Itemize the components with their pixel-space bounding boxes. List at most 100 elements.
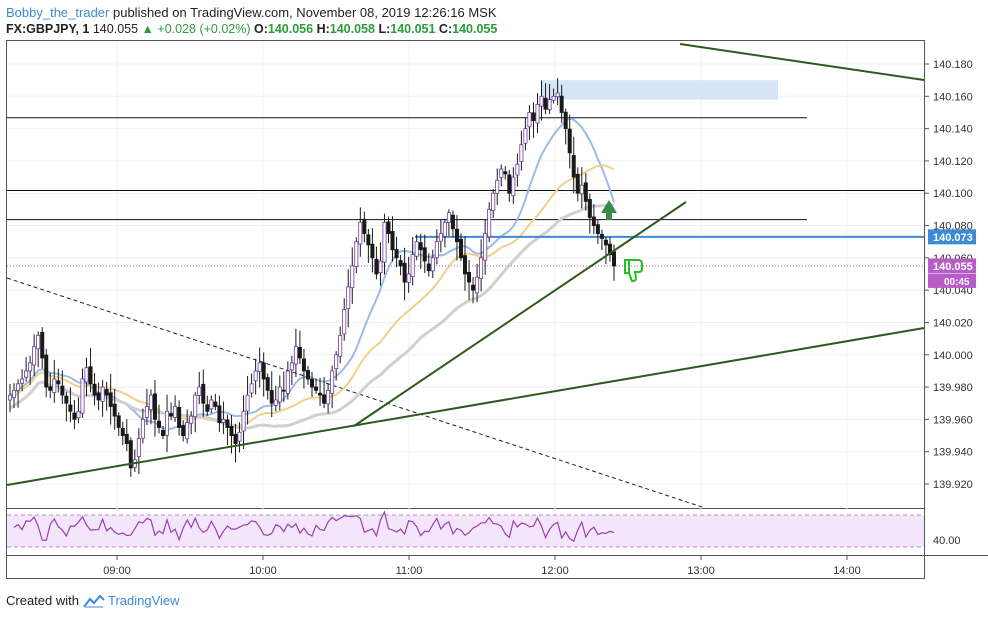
- candle-body: [309, 378, 314, 388]
- candle-body: [350, 265, 355, 289]
- candle-body: [418, 242, 423, 251]
- candle-body: [80, 378, 85, 414]
- candle-body: [430, 257, 435, 272]
- candle-body: [48, 386, 53, 391]
- candle-body: [140, 418, 145, 439]
- candle-body: [88, 366, 93, 385]
- candle-body: [499, 168, 504, 178]
- candle-body: [44, 354, 49, 388]
- candle-body: [434, 241, 439, 259]
- candle-body: [52, 378, 57, 393]
- candle-body: [265, 377, 270, 391]
- open-value: 140.056: [267, 22, 314, 36]
- time-axis[interactable]: 09:00 10:00 11:00 12:00 13:00 14:00: [103, 555, 861, 577]
- candle-body: [76, 410, 81, 419]
- candles: [7, 78, 617, 477]
- price-tick-label: 139.980: [933, 382, 973, 394]
- candle-body: [64, 395, 69, 404]
- candle-body: [438, 233, 443, 242]
- candle-body: [185, 422, 190, 440]
- candle-body: [503, 171, 508, 175]
- candle-body: [507, 174, 512, 194]
- candle-body: [40, 331, 45, 359]
- candle-body: [567, 128, 572, 154]
- footer: Created with TradingView: [6, 593, 180, 608]
- low-label: L:: [378, 22, 391, 36]
- candle-body: [595, 224, 600, 235]
- price-tick-label: 140.160: [933, 91, 973, 103]
- candle-body: [237, 431, 242, 442]
- candle-body: [305, 370, 310, 380]
- candle-body: [229, 426, 234, 436]
- top-trendline[interactable]: [679, 43, 925, 81]
- candle-body: [249, 383, 254, 394]
- tradingview-logo-icon[interactable]: [83, 594, 105, 608]
- horizontal-levels[interactable]: [7, 117, 924, 221]
- candle-body: [92, 383, 97, 396]
- price-tick-label: 140.120: [933, 156, 973, 168]
- candle-body: [571, 155, 576, 178]
- close-value: 140.055: [452, 22, 498, 36]
- candle-body: [209, 399, 214, 410]
- candle-body: [128, 440, 133, 469]
- candle-body: [450, 214, 455, 230]
- candle-body: [583, 182, 588, 202]
- candle-body: [161, 430, 166, 436]
- candle-body: [551, 95, 556, 101]
- candle-body: [599, 233, 604, 239]
- ohlc-header: FX:GBPJPY, 1 140.055 ▲ +0.028 (+0.02%) O…: [6, 22, 497, 36]
- candle-body: [177, 406, 182, 428]
- candle-body: [144, 406, 149, 418]
- price-tick-label: 139.960: [933, 414, 973, 426]
- up-arrow-icon[interactable]: [601, 200, 617, 220]
- lower-trendline[interactable]: [6, 327, 925, 486]
- candle-body: [414, 241, 419, 257]
- price-change: +0.028 (+0.02%): [157, 22, 251, 36]
- candle-body: [362, 218, 367, 235]
- candle-body: [426, 263, 431, 272]
- candle-body: [475, 276, 480, 294]
- last-price-tag: [928, 258, 976, 274]
- candle-body: [378, 260, 383, 274]
- dashed-trendline[interactable]: [6, 277, 706, 509]
- author-name[interactable]: Bobby_the_trader: [6, 5, 110, 20]
- candle-body: [68, 404, 73, 412]
- candle-body: [446, 212, 451, 223]
- resistance-zone[interactable]: [541, 80, 778, 100]
- candle-body: [454, 228, 459, 243]
- thumbs-down-icon[interactable]: [624, 259, 643, 282]
- low-value: 140.051: [390, 22, 436, 36]
- candle-body: [269, 390, 274, 404]
- candle-body: [398, 260, 403, 267]
- candle-body: [422, 247, 427, 262]
- candle-body: [346, 286, 351, 310]
- candle-body: [100, 386, 105, 402]
- candle-body: [277, 386, 282, 403]
- countdown-tag: [928, 273, 976, 288]
- price-tick-label: 140.100: [933, 188, 973, 200]
- candle-body: [338, 334, 343, 357]
- candle-body: [241, 410, 246, 432]
- candle-body: [511, 176, 516, 197]
- candle-body: [205, 404, 210, 412]
- candle-body: [32, 346, 37, 366]
- candle-body: [189, 415, 194, 424]
- candle-body: [24, 370, 29, 378]
- candle-body: [531, 112, 536, 121]
- rsi-band: [7, 515, 924, 547]
- rsi-level-label: 40.00: [933, 535, 961, 547]
- candle-body: [487, 208, 492, 238]
- candle-body: [213, 401, 218, 407]
- rising-trendline[interactable]: [353, 201, 687, 427]
- candle-body: [491, 192, 496, 211]
- candle-body: [245, 394, 250, 412]
- time-tick-label: 14:00: [833, 565, 861, 577]
- candle-body: [463, 255, 468, 275]
- time-tick-label: 11:00: [396, 565, 423, 577]
- tradingview-brand[interactable]: TradingView: [107, 593, 180, 608]
- candle-body: [458, 238, 463, 259]
- candle-body: [116, 415, 121, 428]
- candle-body: [555, 92, 560, 98]
- candle-body: [406, 273, 411, 283]
